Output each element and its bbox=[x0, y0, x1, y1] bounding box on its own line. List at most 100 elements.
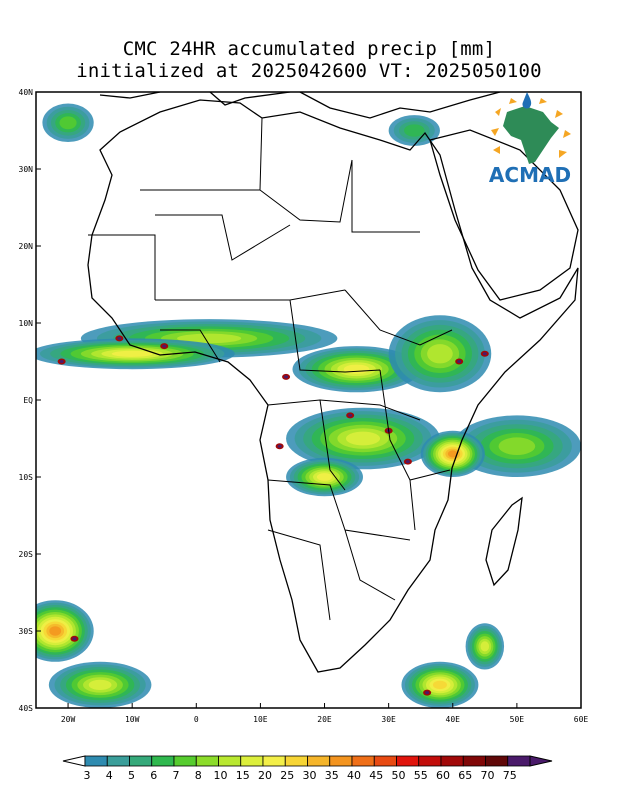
precip-hotspot-core bbox=[284, 375, 289, 379]
lon-tick-label: 60E bbox=[574, 715, 589, 724]
logo-rays bbox=[491, 98, 571, 158]
colorbar-left-arrow bbox=[62, 755, 86, 767]
colorbar-swatch bbox=[218, 755, 242, 767]
colorbar-label: 6 bbox=[150, 769, 157, 782]
colorbar-label: 10 bbox=[214, 769, 228, 782]
precip-hotspot-core bbox=[59, 360, 64, 363]
lon-tick-label: 0 bbox=[194, 715, 199, 724]
colorbar-label: 40 bbox=[347, 769, 361, 782]
colorbar-label: 4 bbox=[106, 769, 113, 782]
precip-contour bbox=[480, 641, 490, 652]
colorbar-swatch bbox=[507, 755, 531, 767]
lat-tick-label: EQ bbox=[23, 396, 33, 405]
precip-contour bbox=[111, 350, 153, 357]
precip-hotspot-core bbox=[348, 413, 353, 417]
colorbar-label: 20 bbox=[258, 769, 272, 782]
colorbar-swatch bbox=[396, 755, 420, 767]
colorbar-label: 35 bbox=[325, 769, 339, 782]
colorbar-label: 15 bbox=[236, 769, 250, 782]
colorbar-swatch bbox=[485, 755, 509, 767]
colorbar-swatch bbox=[440, 755, 464, 767]
longitude-axis: 20W 10W 0 10E 20E 30E 40E 50E 60E bbox=[61, 703, 589, 724]
precip-contour bbox=[427, 344, 453, 364]
colorbar-label: 50 bbox=[392, 769, 406, 782]
colorbar-swatch bbox=[151, 755, 175, 767]
lon-tick-label: 30E bbox=[381, 715, 396, 724]
colorbar-label: 70 bbox=[481, 769, 495, 782]
colorbar-label: 25 bbox=[280, 769, 294, 782]
precip-contour bbox=[447, 450, 458, 458]
map-title-line1: CMC 24HR accumulated precip [mm] bbox=[122, 38, 496, 60]
colorbar-swatch bbox=[262, 755, 286, 767]
precip-contour bbox=[88, 679, 112, 691]
colorbar-label: 60 bbox=[436, 769, 450, 782]
lon-tick-label: 50E bbox=[510, 715, 525, 724]
colorbar-swatch bbox=[351, 755, 375, 767]
colorbar-swatch bbox=[307, 755, 331, 767]
colorbar-label: 8 bbox=[195, 769, 202, 782]
precip-hotspot-core bbox=[457, 360, 462, 363]
lon-tick-label: 10E bbox=[253, 715, 268, 724]
colorbar-label: 45 bbox=[369, 769, 383, 782]
water-drop-icon bbox=[522, 92, 532, 109]
colorbar-swatch bbox=[373, 755, 397, 767]
precip-hotspot-core bbox=[405, 460, 410, 464]
precip-colorbar: 3 4 5 6 7 8 10 15 20 25 30 35 40 45 50 55 60 65 70 75 bbox=[62, 755, 553, 782]
colorbar-swatch bbox=[418, 755, 442, 767]
arabia-coastline bbox=[429, 129, 579, 301]
madagascar-coastline bbox=[485, 496, 523, 587]
precip-contour bbox=[404, 124, 425, 137]
precip-contour bbox=[177, 333, 242, 344]
colorbar-label: 30 bbox=[303, 769, 317, 782]
colorbar-swatch bbox=[240, 755, 264, 767]
colorbar-swatch bbox=[462, 755, 486, 767]
precip-contour bbox=[498, 437, 536, 456]
country-borders bbox=[88, 117, 453, 621]
lat-tick-label: 10S bbox=[19, 473, 34, 482]
precip-hotspot-core bbox=[482, 352, 487, 356]
colorbar-label: 5 bbox=[128, 769, 135, 782]
colorbar-swatch bbox=[129, 755, 153, 767]
lon-tick-label: 20E bbox=[317, 715, 332, 724]
lat-tick-label: 30N bbox=[19, 165, 34, 174]
africa-silhouette-icon bbox=[503, 106, 559, 164]
colorbar-label: 75 bbox=[503, 769, 517, 782]
precip-hotspot-core bbox=[425, 691, 430, 695]
map-background bbox=[36, 92, 581, 708]
precip-hotspot-core bbox=[277, 444, 282, 448]
colorbar-swatch bbox=[84, 755, 108, 767]
precip-contour bbox=[59, 116, 77, 130]
colorbar-label: 65 bbox=[458, 769, 472, 782]
lon-tick-label: 20W bbox=[61, 715, 76, 724]
precip-contour bbox=[432, 680, 447, 690]
precip-contour bbox=[345, 431, 381, 446]
colorbar-swatch bbox=[329, 755, 353, 767]
lon-tick-label: 40E bbox=[446, 715, 461, 724]
colorbar-label: 7 bbox=[173, 769, 180, 782]
lat-tick-label: 30S bbox=[19, 627, 34, 636]
colorbar-swatch bbox=[195, 755, 219, 767]
lat-tick-label: 40S bbox=[19, 704, 34, 713]
colorbar-swatch bbox=[106, 755, 130, 767]
coastlines-and-borders bbox=[87, 92, 579, 673]
colorbar-label: 55 bbox=[414, 769, 428, 782]
europe-coastline bbox=[99, 92, 501, 119]
africa-coastline bbox=[87, 99, 579, 673]
colorbar-swatch bbox=[284, 755, 308, 767]
lat-tick-label: 40N bbox=[19, 88, 34, 97]
precip-contour bbox=[49, 626, 62, 636]
lat-tick-label: 20N bbox=[19, 242, 34, 251]
acmad-logo: ACMAD bbox=[489, 92, 571, 187]
precip-contour bbox=[316, 473, 333, 481]
precip-hotspot-core bbox=[162, 344, 167, 348]
map-title-line2: initialized at 2025042600 VT: 2025050100 bbox=[76, 60, 542, 82]
precip-hotspot-core bbox=[72, 637, 77, 641]
lat-tick-label: 20S bbox=[19, 550, 34, 559]
lon-tick-label: 10W bbox=[125, 715, 140, 724]
colorbar-label: 3 bbox=[84, 769, 91, 782]
lat-tick-label: 10N bbox=[19, 319, 34, 328]
precip-hotspot-core bbox=[117, 336, 122, 340]
precip-contour bbox=[343, 364, 370, 374]
colorbar-right-arrow bbox=[529, 755, 553, 767]
